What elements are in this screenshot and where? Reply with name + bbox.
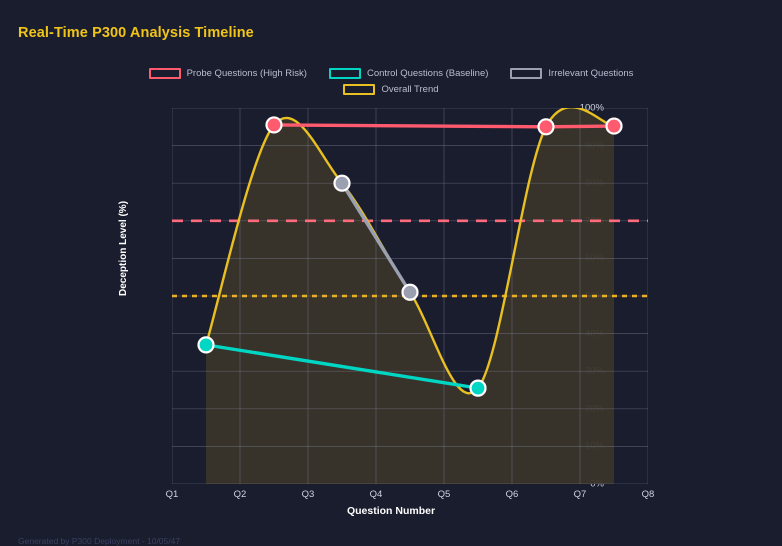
plot-area [172, 108, 648, 484]
legend-label-probe: Probe Questions (High Risk) [186, 68, 307, 79]
legend-label-irrelevant: Irrelevant Questions [548, 68, 634, 79]
legend-swatch-icon [343, 84, 376, 95]
data-point-probe[interactable] [605, 117, 623, 135]
x-tick-label: Q8 [641, 489, 655, 500]
legend-row-primary: Probe Questions (High Risk) Control Ques… [148, 68, 633, 79]
chart-svg [172, 108, 648, 484]
legend-item-overall-trend[interactable]: Overall Trend [343, 84, 439, 95]
y-axis-label: Deception Level (%) [118, 200, 129, 296]
x-tick-label: Q5 [437, 489, 451, 500]
footer-note: Generated by P300 Deployment - 10/05/47 [18, 536, 181, 546]
x-tick-label: Q7 [573, 489, 587, 500]
page-title: Real-Time P300 Analysis Timeline [18, 25, 254, 41]
data-point-probe[interactable] [265, 116, 283, 134]
legend-label-control: Control Questions (Baseline) [366, 68, 489, 79]
legend-item-probe[interactable]: Probe Questions (High Risk) [148, 68, 307, 79]
data-point-control[interactable] [469, 379, 487, 397]
data-point-irrelevant[interactable] [401, 283, 419, 301]
series-line-probe [544, 124, 616, 129]
legend-item-irrelevant[interactable]: Irrelevant Questions [510, 68, 633, 79]
series-line-control [204, 343, 480, 390]
series-line-irrelevant [340, 181, 412, 294]
x-axis-label: Question Number [346, 505, 436, 517]
legend-label-overall-trend: Overall Trend [381, 84, 439, 95]
legend-swatch-icon [148, 68, 181, 79]
data-point-control[interactable] [197, 336, 215, 354]
legend-row-secondary: Overall Trend [343, 84, 439, 95]
y-tick-label: 0% [590, 478, 604, 490]
x-tick-label: Q1 [165, 489, 179, 500]
x-tick-label: Q4 [369, 489, 383, 500]
x-tick-label: Q3 [301, 489, 315, 500]
data-point-probe[interactable] [537, 118, 555, 136]
x-tick-label: Q2 [233, 489, 247, 500]
series-line-probe [272, 123, 548, 129]
chart-legend: Probe Questions (High Risk) Control Ques… [0, 68, 782, 95]
legend-swatch-icon [510, 68, 543, 79]
x-tick-label: Q6 [505, 489, 519, 500]
legend-swatch-icon [328, 68, 361, 79]
data-point-irrelevant[interactable] [333, 174, 351, 192]
legend-item-control[interactable]: Control Questions (Baseline) [328, 68, 489, 79]
